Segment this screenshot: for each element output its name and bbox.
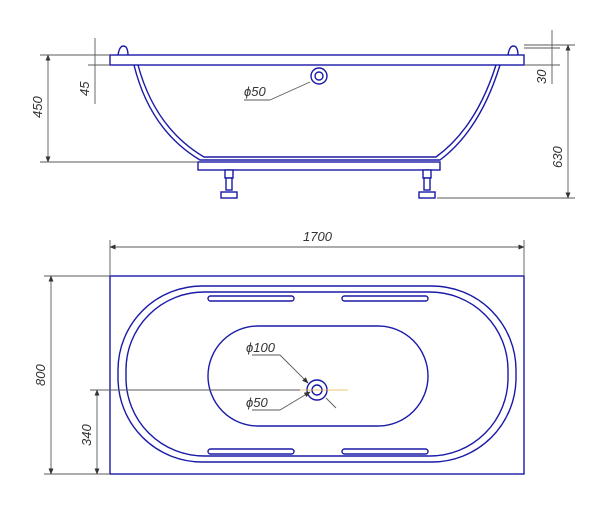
armrest-slots [207, 295, 429, 455]
dim-30-label: 30 [534, 69, 549, 84]
dim-800-label: 800 [33, 364, 48, 386]
side-drain-label: ϕ50 [244, 84, 266, 99]
side-drain-outer [310, 67, 328, 85]
side-view-tub-body [133, 64, 501, 161]
top-view-basin-rim [125, 291, 509, 457]
side-view-rim [109, 54, 525, 66]
dim-450-label: 450 [30, 96, 45, 118]
side-view-tub-inner [137, 64, 497, 158]
leg-right [418, 169, 436, 199]
top-view-basin-floor [207, 325, 429, 427]
side-drain-leader [269, 81, 311, 101]
top-drain-inner-label: ϕ50 [246, 395, 268, 410]
dim-1700-label: 1700 [303, 229, 333, 244]
top-view-outline [109, 275, 525, 475]
side-view: ϕ50 450 45 30 630 [30, 30, 575, 199]
top-drain-outer-label: ϕ100 [246, 340, 276, 355]
top-view-basin-outer [117, 285, 517, 463]
dim-45-label: 45 [77, 81, 92, 96]
top-view: ϕ100 ϕ50 1700 800 340 [33, 229, 525, 475]
rim-knob-right [507, 45, 519, 56]
rim-knob-left [117, 45, 129, 56]
side-view-frame [197, 161, 441, 171]
leg-left [220, 169, 238, 199]
dim-340-label: 340 [79, 424, 94, 446]
dim-630-label: 630 [550, 146, 565, 168]
side-drain-inner [314, 71, 324, 81]
